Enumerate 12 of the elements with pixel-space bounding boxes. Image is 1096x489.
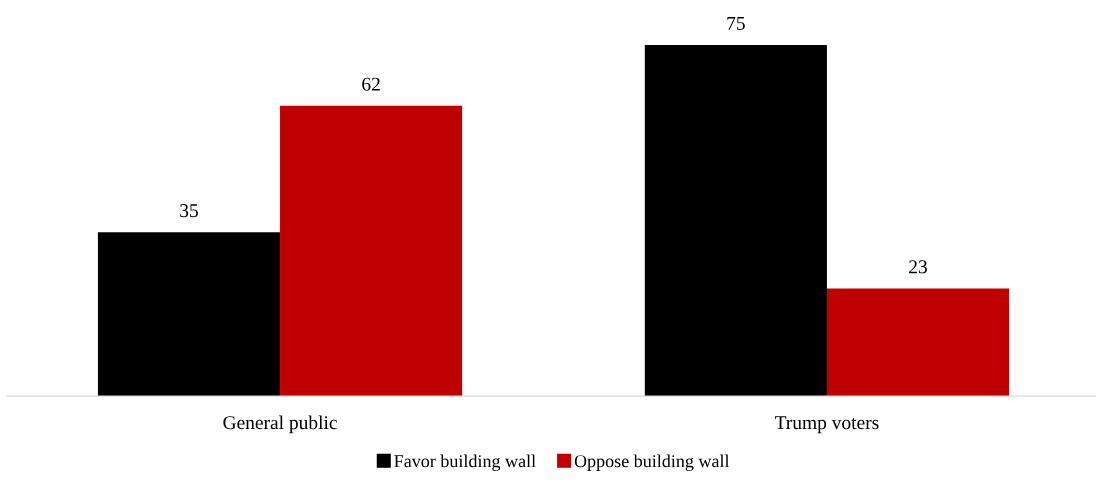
bar <box>97 232 281 397</box>
x-tick-label: Trump voters <box>774 416 879 434</box>
data-label: 62 <box>362 77 380 91</box>
x-tick-label: General public <box>223 415 337 434</box>
data-label: 23 <box>909 260 927 274</box>
data-label: 35 <box>180 204 198 218</box>
legend-label: Favor building wall <box>394 454 536 471</box>
data-label: 75 <box>727 16 745 30</box>
legend-label: Oppose building wall <box>574 454 730 471</box>
bar <box>280 105 463 397</box>
bar <box>644 44 827 397</box>
bar <box>826 288 1010 397</box>
